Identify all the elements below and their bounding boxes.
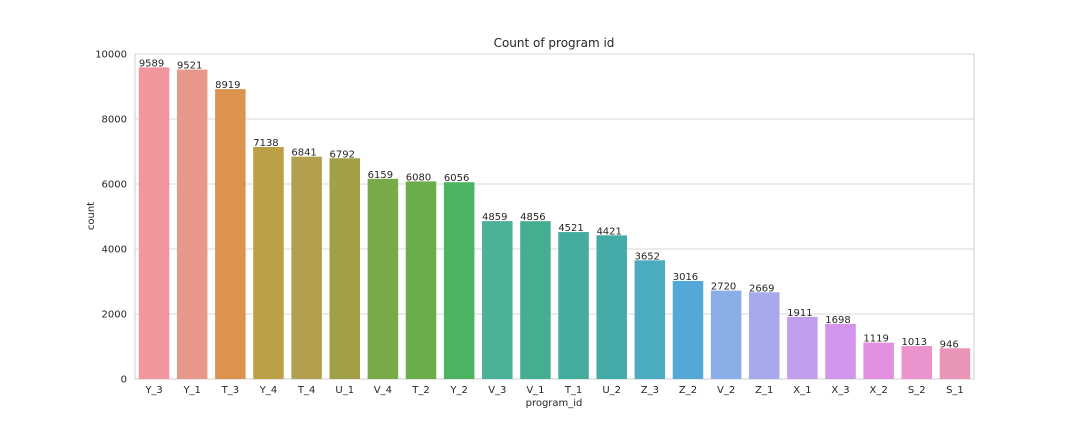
data-label-Y_1: 9521 [177,61,202,72]
bar-T_4 [291,156,322,379]
data-labels: 9589 9521 8919 7138 6841 6792 6159 6080 6056 4859… [139,58,959,350]
bar-X_2 [863,342,894,379]
data-label-Y_4: 7138 [253,138,278,149]
x-tick-label-Y_3: Y_3 [144,385,162,396]
bar-Z_3 [634,260,666,379]
bar-T_2 [405,181,437,379]
x-tick-label-V_1: V_1 [526,385,544,396]
chart-title: Count of program id [494,36,615,50]
x-tick-label-T_3: T_3 [221,385,239,396]
x-tick-label-T_4: T_4 [297,385,315,396]
bar-Y_4 [253,147,284,379]
x-tick-label-Y_1: Y_1 [182,385,200,396]
x-tick-label-V_4: V_4 [374,385,392,396]
y-tick-label: 2000 [102,310,127,321]
x-tick-label-Y_4: Y_4 [259,385,277,396]
data-label-V_2: 2720 [711,282,736,293]
data-label-V_1: 4856 [520,212,545,223]
y-tick-label: 8000 [102,115,127,126]
bar-S_2 [901,346,933,379]
x-axis-ticks: Y_3 Y_1 T_3 Y_4 T_4 U_1 V_4 T_2 Y_2 V_3 V_1 T_1 U_2 Z… [144,385,963,396]
bar-Y_2 [443,182,475,379]
x-tick-label-S_2: S_2 [908,385,926,396]
bar-Z_1 [748,292,780,379]
x-tick-label-Z_3: Z_3 [641,385,659,396]
x-tick-label-U_2: U_2 [602,385,621,396]
x-tick-label-V_2: V_2 [717,385,735,396]
bar-X_3 [825,323,856,379]
data-label-U_1: 6792 [329,149,354,160]
data-label-X_1: 1911 [787,308,812,319]
data-label-T_3: 8919 [215,80,240,91]
data-label-Y_3: 9589 [139,58,164,69]
data-label-T_1: 4521 [558,223,583,234]
data-label-Z_3: 3652 [635,251,660,262]
y-axis-title: count [86,202,97,230]
data-label-X_2: 1119 [863,334,888,345]
y-tick-label: 6000 [102,180,127,191]
data-label-U_2: 4421 [596,226,621,237]
bar-V_3 [482,221,513,379]
bar-V_1 [520,221,551,379]
y-tick-label: 4000 [102,245,127,256]
x-axis-title: program_id [526,398,583,409]
data-label-T_2: 6080 [406,172,431,183]
x-tick-label-X_3: X_3 [831,385,849,396]
x-tick-label-Z_2: Z_2 [679,385,697,396]
x-tick-label-Y_2: Y_2 [449,385,467,396]
data-label-Y_2: 6056 [444,173,469,184]
data-label-S_1: 946 [940,339,959,350]
bar-Y_1 [176,69,208,379]
x-tick-label-X_1: X_1 [793,385,811,396]
x-tick-label-T_2: T_2 [411,385,429,396]
x-tick-label-U_1: U_1 [335,385,354,396]
bar-V_2 [710,290,742,379]
bar-U_2 [596,235,627,379]
data-label-X_3: 1698 [825,315,850,326]
bar-T_3 [215,89,246,379]
bars [138,67,971,380]
data-label-Z_1: 2669 [749,283,774,294]
bar-X_1 [787,316,818,379]
bar-S_1 [939,348,971,379]
y-tick-label: 0 [121,375,127,386]
bar-V_4 [367,178,399,379]
y-tick-label: 10000 [95,50,127,61]
x-tick-label-T_1: T_1 [564,385,582,396]
data-label-S_2: 1013 [902,337,927,348]
y-axis-ticks: 0 2000 4000 6000 8000 10000 [95,50,127,386]
x-tick-label-Z_1: Z_1 [755,385,773,396]
data-label-Z_2: 3016 [673,272,698,283]
x-tick-label-X_2: X_2 [870,385,888,396]
data-label-V_4: 6159 [368,170,393,181]
data-label-T_4: 6841 [291,148,316,159]
x-tick-label-V_3: V_3 [488,385,506,396]
bar-Z_2 [672,280,704,379]
bar-Y_3 [138,67,170,380]
bar-T_1 [558,232,589,379]
bar-U_1 [329,158,361,379]
x-tick-label-S_1: S_1 [946,385,964,396]
data-label-V_3: 4859 [482,212,507,223]
